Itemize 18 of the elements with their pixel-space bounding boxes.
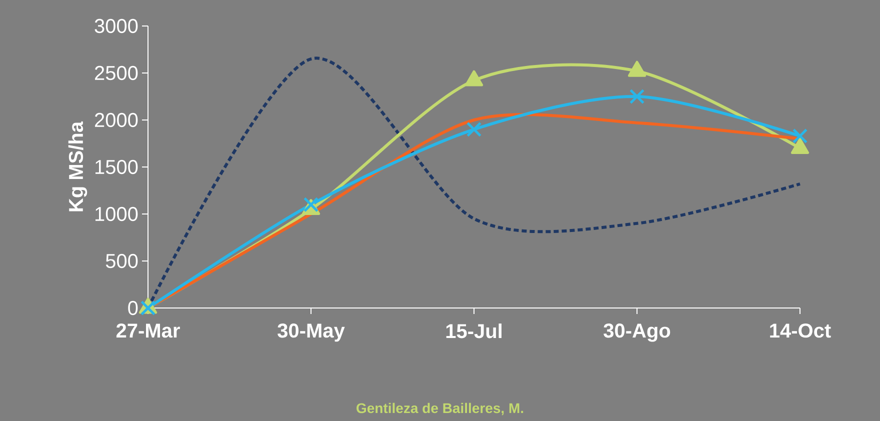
point [303, 196, 319, 212]
y-tick-label: 3000 [94, 18, 138, 34]
y-axis-title: Kg MS/ha [68, 121, 88, 212]
y-tick-label: 1500 [96, 160, 138, 174]
x-tick-label: 14-Oct [770, 324, 831, 338]
y-tick-label: 500 [106, 254, 138, 268]
x-tick-label: 15-Jul [446, 324, 502, 338]
x-tick-label: 27-Mar [116, 324, 180, 338]
y-tick-label: 1000 [96, 206, 138, 222]
point [790, 138, 810, 154]
y-tick-label: 0 [128, 300, 138, 316]
text: Gentileza de Bailleres, M. [356, 402, 524, 416]
y-tick-label: 2500 [94, 66, 138, 80]
point [628, 60, 646, 77]
point [464, 70, 484, 86]
x-tick-label: 30-Ago [604, 324, 670, 342]
x-tick-label: 30-May [278, 324, 345, 342]
y-tick-label: 2000 [94, 112, 138, 128]
